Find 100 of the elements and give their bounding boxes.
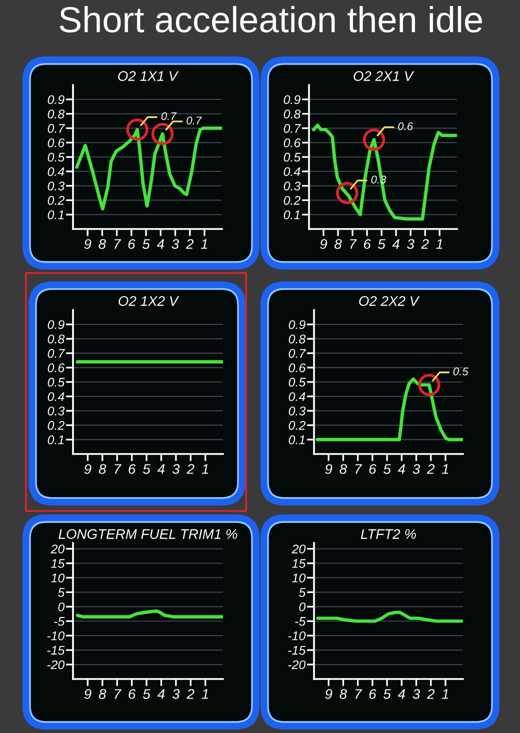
x-tick-label: 4 [392, 239, 400, 249]
x-tick-label: 8 [340, 689, 347, 699]
y-tick-label: 0.4 [48, 392, 64, 402]
x-tick-label: 8 [334, 239, 342, 249]
y-tick-label: -20 [288, 660, 306, 670]
x-tick-label: 9 [320, 239, 328, 249]
x-tick-label: 6 [369, 689, 376, 699]
line-series [312, 124, 457, 221]
y-tick-label: 0 [299, 602, 306, 612]
y-tick-label: 0.9 [284, 95, 300, 104]
y-tick-label: 0.1 [48, 435, 64, 444]
x-tick-label: 8 [340, 464, 347, 474]
x-tick-label: 7 [114, 689, 122, 699]
y-tick-label: 0.6 [288, 363, 306, 372]
x-tick-label: 6 [364, 239, 371, 249]
x-tick-label: 9 [325, 464, 332, 474]
y-tick-label: 0 [58, 602, 65, 612]
x-tick-label: 5 [378, 239, 386, 249]
y-tick-label: -20 [47, 660, 65, 670]
x-tick-label: 1 [202, 689, 208, 699]
x-tick-label: 4 [157, 689, 165, 699]
y-tick-label: 10 [51, 574, 65, 582]
y-tick-label: 0.8 [48, 110, 65, 118]
y-tick-label: 0.4 [284, 167, 300, 176]
y-tick-label: 0.3 [48, 406, 65, 416]
x-tick-label: 3 [172, 689, 180, 699]
x-tick-label: 2 [186, 239, 194, 249]
annotation: 0.6 [398, 122, 414, 130]
y-tick-label: 0.7 [288, 349, 306, 358]
y-tick-label: 0.8 [284, 110, 301, 118]
y-tick-label: 0.6 [48, 363, 65, 372]
y-tick-label: 0.7 [48, 124, 66, 133]
x-tick-label: 5 [383, 464, 391, 474]
chart-title: O2 2X2 V [359, 296, 420, 306]
y-tick-label: 0.8 [48, 334, 65, 344]
x-tick-label: 9 [84, 239, 92, 249]
y-tick-label: 0.7 [48, 349, 66, 358]
y-tick-label: 0.1 [48, 210, 64, 220]
y-tick-label: 0.1 [284, 210, 300, 220]
y-tick-label: 15 [292, 559, 306, 568]
line-series [316, 610, 463, 623]
y-tick-label: 5 [58, 588, 65, 597]
x-tick-label: 3 [412, 464, 420, 474]
x-tick-label: 4 [398, 464, 405, 474]
y-tick-label: 0.2 [288, 421, 306, 430]
x-tick-label: 2 [426, 464, 435, 474]
x-tick-label: 3 [412, 689, 420, 699]
y-tick-label: 0.2 [48, 421, 64, 430]
annotation: 0.7 [161, 112, 177, 120]
x-tick-label: 4 [398, 689, 405, 699]
x-tick-label: 4 [156, 239, 164, 249]
chart-title: O2 1X1 V [118, 71, 179, 81]
y-tick-label: 0.6 [48, 138, 65, 148]
x-tick-label: 1 [202, 464, 208, 474]
x-tick-label: 3 [172, 464, 180, 474]
x-tick-label: 8 [98, 689, 106, 699]
y-tick-label: 15 [51, 559, 65, 568]
text: Short acceleation then idle [60, 6, 482, 33]
y-tick-label: -15 [47, 646, 65, 655]
y-tick-label: 0.9 [288, 320, 306, 330]
y-tick-label: 0.6 [284, 138, 301, 148]
y-tick-label: 20 [292, 544, 306, 554]
x-tick-label: 8 [98, 239, 106, 249]
y-tick-label: 0.9 [48, 95, 64, 104]
y-tick-label: 0.2 [284, 196, 300, 205]
y-tick-label: 0.9 [48, 320, 64, 330]
y-tick-label: -5 [54, 617, 65, 626]
y-tick-label: 0.4 [48, 167, 64, 176]
x-tick-label: 7 [355, 689, 362, 699]
x-tick-label: 1 [442, 464, 448, 474]
annotation: 0.7 [186, 116, 202, 124]
x-tick-label: 9 [84, 689, 92, 699]
y-tick-label: 0.5 [288, 378, 306, 387]
x-tick-label: 1 [200, 239, 208, 249]
x-tick-label: 6 [128, 689, 136, 699]
x-tick-label: 1 [436, 239, 442, 249]
y-tick-label: 0.2 [48, 196, 64, 205]
x-tick-label: 2 [186, 689, 194, 699]
y-tick-label: 0.1 [288, 435, 305, 444]
y-tick-label: -15 [288, 646, 306, 655]
x-tick-label: 2 [426, 689, 435, 699]
y-tick-label: 10 [292, 574, 306, 582]
y-tick-label: 5 [298, 588, 306, 597]
x-tick-label: 1 [442, 689, 448, 699]
x-tick-label: 5 [142, 689, 150, 699]
x-tick-label: 6 [128, 239, 136, 249]
y-tick-label: -5 [295, 617, 306, 626]
chart-title: LONGTERM FUEL TRIM1 % [58, 529, 238, 539]
chart-title: O2 2X1 V [354, 71, 414, 81]
x-tick-label: 8 [98, 464, 106, 474]
y-tick-label: 0.5 [284, 152, 301, 162]
y-tick-label: 0.7 [284, 124, 302, 133]
y-tick-label: -10 [288, 631, 306, 640]
y-tick-label: 20 [50, 544, 65, 554]
x-tick-label: 7 [350, 239, 357, 249]
x-tick-label: 9 [84, 464, 92, 474]
chart-title: O2 1X2 V [118, 296, 180, 306]
x-tick-label: 7 [114, 464, 122, 474]
y-tick-label: 0.8 [288, 334, 306, 344]
x-tick-label: 5 [142, 464, 150, 474]
